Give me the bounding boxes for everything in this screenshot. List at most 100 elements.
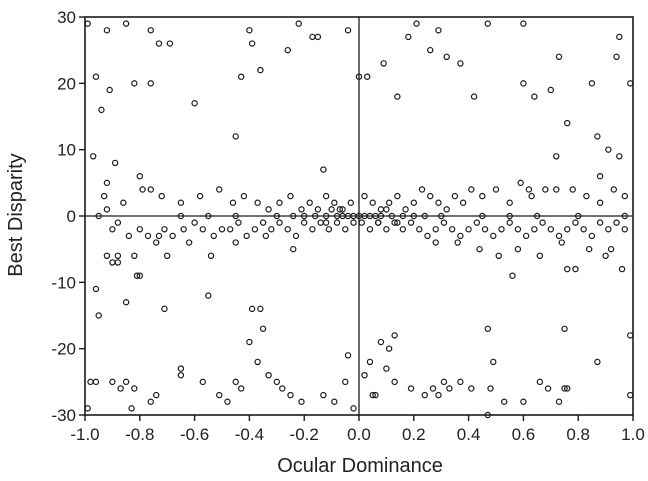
data-point (627, 332, 634, 339)
data-point (147, 398, 154, 405)
data-point (185, 239, 193, 246)
data-point (155, 232, 163, 240)
data-point (292, 232, 300, 240)
data-point (616, 33, 623, 41)
data-point (542, 186, 549, 193)
data-point (355, 73, 363, 80)
data-point (361, 192, 368, 200)
data-point (111, 159, 119, 167)
data-point (295, 20, 302, 27)
x-tick-label: -0.8 (125, 425, 154, 444)
data-point (139, 186, 146, 193)
data-point (421, 212, 428, 220)
data-point (163, 252, 171, 259)
data-point (605, 226, 612, 233)
data-point (607, 245, 615, 253)
data-point (298, 398, 305, 405)
data-point (575, 212, 582, 220)
data-point (216, 391, 223, 399)
data-point (621, 192, 628, 200)
data-point (487, 385, 494, 392)
data-point (117, 385, 124, 392)
data-point (531, 226, 538, 233)
y-tick-label: 10 (57, 141, 76, 160)
data-point (216, 186, 223, 193)
data-point (237, 73, 245, 80)
data-point (435, 27, 442, 34)
y-tick-label: -10 (51, 273, 76, 292)
data-point (106, 86, 113, 94)
data-point (364, 73, 371, 80)
x-tick-label: -1.0 (70, 425, 99, 444)
y-tick-label: 30 (57, 8, 76, 27)
data-point (287, 192, 294, 200)
data-point (618, 265, 626, 273)
data-point (468, 385, 475, 392)
data-point (147, 186, 154, 193)
data-point (347, 199, 354, 206)
data-point (484, 20, 491, 27)
data-point (627, 391, 634, 399)
data-point (224, 398, 231, 405)
data-point (317, 219, 324, 226)
data-point (325, 226, 333, 233)
data-point (103, 206, 111, 213)
data-point (287, 391, 294, 399)
data-point (273, 378, 280, 386)
data-point (594, 358, 601, 366)
data-point (147, 80, 154, 87)
data-point (161, 226, 168, 233)
data-point (218, 226, 226, 233)
data-point (536, 252, 544, 259)
data-point (421, 391, 428, 399)
data-point (506, 212, 513, 220)
data-point (457, 378, 464, 386)
data-point (84, 20, 91, 27)
data-point (322, 192, 330, 200)
data-point (405, 33, 412, 41)
data-point (84, 405, 91, 412)
data-point (284, 46, 291, 54)
data-point (610, 186, 618, 193)
data-point (383, 226, 390, 233)
data-point (588, 80, 596, 87)
x-tick-label: 0.4 (457, 425, 481, 444)
data-point (191, 100, 198, 107)
data-point (416, 226, 423, 233)
data-point (114, 219, 122, 226)
data-point (366, 226, 374, 233)
data-point (484, 325, 491, 332)
data-point (558, 239, 565, 246)
data-point (298, 206, 305, 213)
data-point (133, 272, 141, 279)
data-point (555, 398, 563, 405)
data-point (432, 239, 439, 246)
data-point (435, 199, 442, 206)
data-point (569, 186, 576, 193)
x-tick-label: -0.4 (235, 425, 264, 444)
data-point (232, 133, 239, 140)
data-point (251, 226, 259, 233)
data-point (248, 305, 256, 313)
data-point (92, 378, 100, 386)
data-point (232, 212, 239, 220)
data-point (257, 305, 264, 313)
data-point (191, 219, 198, 226)
data-point (388, 212, 396, 220)
data-point (561, 325, 568, 332)
data-point (544, 385, 552, 392)
data-point (342, 378, 349, 386)
data-point (613, 53, 620, 61)
data-point (427, 192, 434, 200)
data-point (153, 391, 160, 399)
data-point (596, 199, 604, 206)
data-point (229, 199, 237, 206)
data-point (103, 27, 111, 34)
data-point (331, 398, 338, 405)
data-point (90, 153, 97, 160)
data-point (320, 391, 327, 399)
x-axis-ticks: -1.0 -0.8 -0.6 -0.4 -0.2 0.0 0.2 0.4 0.6 0.8 1.0 (70, 415, 645, 444)
data-point (457, 60, 464, 67)
data-point (520, 20, 527, 27)
data-point (125, 232, 133, 240)
